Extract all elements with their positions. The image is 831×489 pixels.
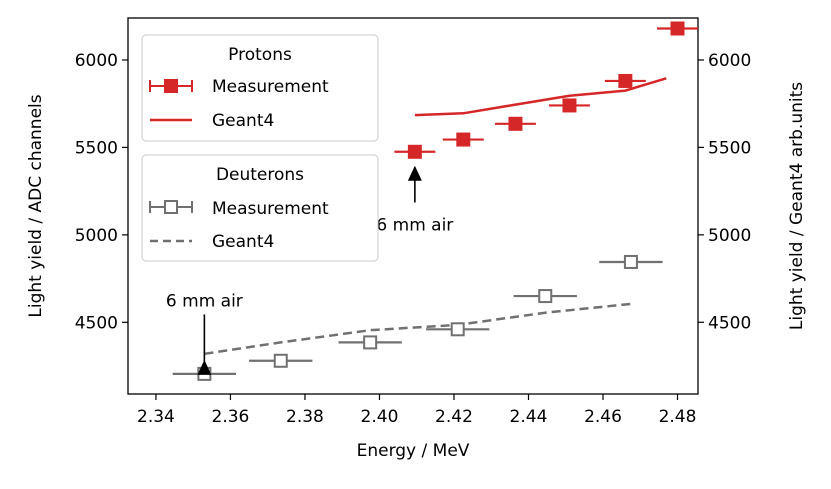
protons-measurement-point	[508, 116, 523, 131]
x-axis-title: Energy / MeV	[357, 441, 470, 461]
deuterons-measurement-point	[450, 322, 465, 337]
protons-geant4-line	[414, 77, 667, 117]
y-axis-title-right: Light yield / Geant4 arb.units	[787, 82, 807, 330]
y-axis-right: 4500 5000 5500 6000	[698, 51, 751, 333]
x-tick-label: 2.42	[435, 407, 473, 427]
y-tick-label: 5500	[75, 138, 118, 158]
x-tick-label: 2.46	[584, 407, 622, 427]
annotation-arrow-head	[197, 359, 212, 375]
x-tick-label: 2.38	[286, 407, 324, 427]
legend-deuterons-title: Deuterons	[216, 165, 304, 185]
legend-deuterons-measurement-key	[149, 200, 193, 214]
x-axis: 2.34 2.36 2.38 2.40 2.42 2.44 2.46 2.48	[137, 394, 696, 427]
deuterons-measurement-point	[363, 335, 378, 350]
y-tick-label-right: 5500	[708, 138, 751, 158]
legend-deuterons: Deuterons Measurement Geant4	[141, 154, 379, 262]
y-tick-label-right: 6000	[708, 51, 751, 71]
legend-deuterons-geant4-label: Geant4	[212, 232, 274, 252]
annotation-arrow-head	[407, 165, 422, 181]
legend-protons-frame	[141, 34, 379, 142]
legend-protons-measurement-label: Measurement	[212, 77, 329, 97]
protons-measurement-point	[407, 144, 422, 159]
y-tick-label-right: 5000	[708, 226, 751, 246]
y-axis-title-left: Light yield / ADC channels	[26, 94, 46, 317]
x-tick-label: 2.48	[659, 407, 697, 427]
y-tick-label: 6000	[75, 51, 118, 71]
annotation-label: 6 mm air	[166, 291, 243, 311]
deuterons-geant4-line	[204, 302, 632, 356]
legend-deuterons-frame	[141, 154, 379, 262]
y-tick-label-right: 4500	[708, 313, 751, 333]
protons-measurement-point	[456, 132, 471, 147]
plot-frame	[127, 17, 699, 395]
deuterons-measurement-point	[538, 289, 553, 304]
deuterons-measurement-point	[623, 254, 638, 269]
x-tick-label: 2.40	[361, 407, 399, 427]
deuterons-measurement-point	[273, 353, 288, 368]
legend-protons-title: Protons	[228, 45, 292, 65]
legend-protons: Protons Measurement Geant4	[141, 34, 379, 142]
protons-measurement-point	[562, 98, 577, 113]
y-tick-label: 5000	[75, 226, 118, 246]
x-tick-label: 2.44	[510, 407, 548, 427]
annotations: 6 mm air 6 mm air	[166, 165, 453, 375]
protons-measurement-point	[670, 21, 685, 36]
legend-protons-measurement-key	[149, 79, 193, 93]
y-axis-left: 4500 5000 5500 6000	[75, 51, 128, 333]
x-tick-label: 2.34	[137, 407, 175, 427]
y-tick-label: 4500	[75, 313, 118, 333]
legend-protons-geant4-label: Geant4	[212, 111, 274, 131]
legend-deuterons-measurement-label: Measurement	[212, 199, 329, 219]
annotation-label: 6 mm air	[376, 216, 453, 236]
x-tick-label: 2.36	[212, 407, 250, 427]
protons-measurement-point	[618, 73, 633, 88]
